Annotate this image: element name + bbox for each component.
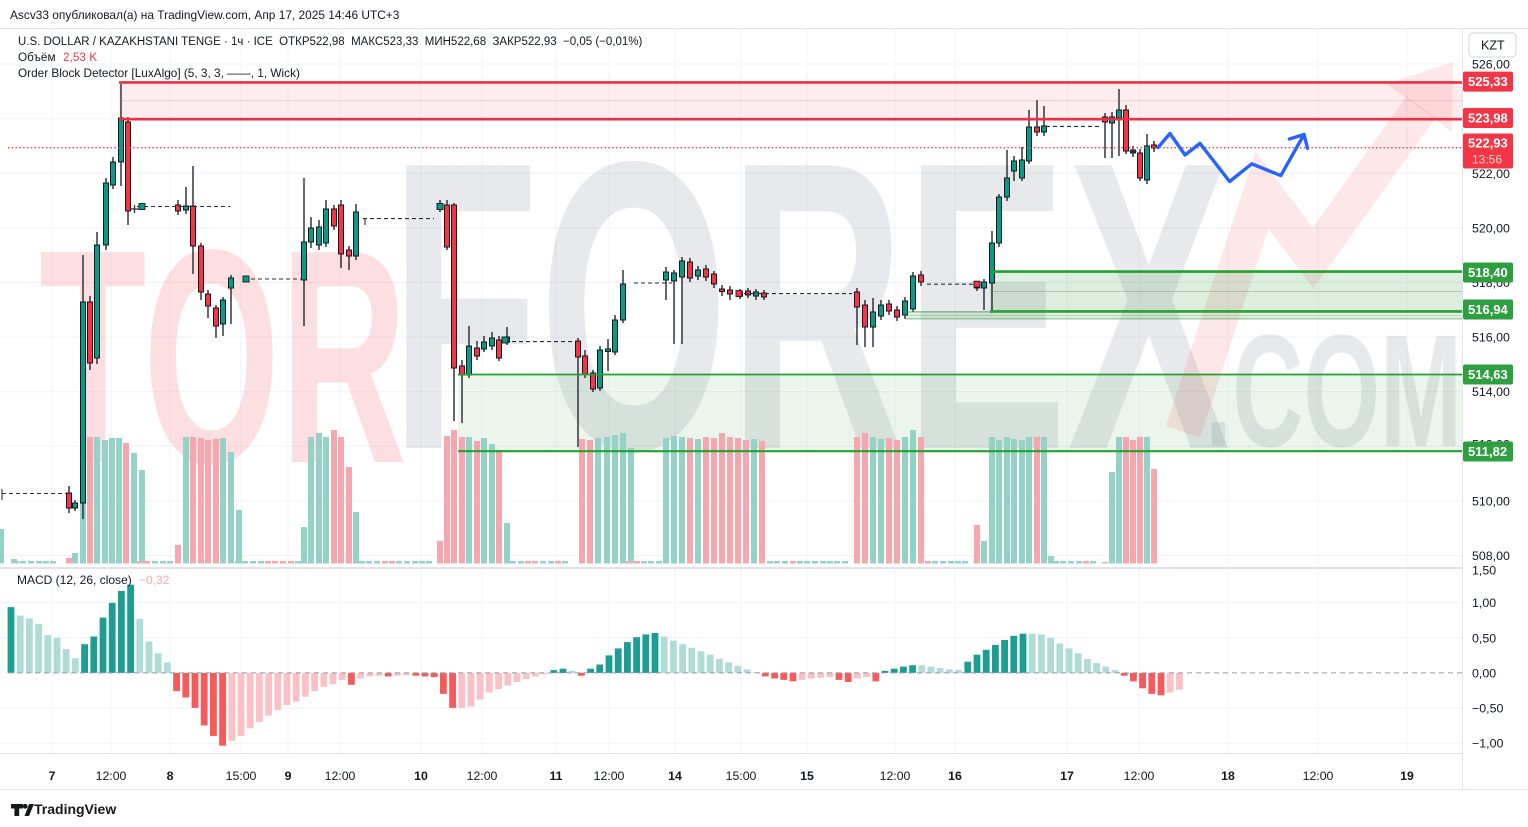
svg-text:514,00: 514,00 <box>1472 385 1510 399</box>
svg-text:12:00: 12:00 <box>467 769 498 783</box>
svg-text:10: 10 <box>414 769 428 783</box>
svg-text:16: 16 <box>948 769 962 783</box>
svg-text:15: 15 <box>800 769 814 783</box>
svg-text:−1,00: −1,00 <box>1472 737 1503 751</box>
svg-text:510,00: 510,00 <box>1472 494 1510 508</box>
svg-text:12:00: 12:00 <box>96 769 127 783</box>
svg-text:Объём: Объём <box>18 50 56 64</box>
svg-text:0,00: 0,00 <box>1472 666 1496 680</box>
svg-text:0,50: 0,50 <box>1472 631 1496 645</box>
svg-text:Order Block Detector [LuxAlgo]: Order Block Detector [LuxAlgo] (5, 3, 3,… <box>18 66 300 80</box>
svg-text:1,00: 1,00 <box>1472 596 1496 610</box>
svg-text:FOREX: FOREX <box>390 77 1231 536</box>
svg-text:Ascv33 опубликовал(а) на Tradi: Ascv33 опубликовал(а) на TradingView.com… <box>10 8 400 22</box>
svg-text:525,33: 525,33 <box>1468 74 1508 89</box>
svg-text:14: 14 <box>668 769 682 783</box>
svg-text:2,53 K: 2,53 K <box>63 50 97 64</box>
svg-text:522,00: 522,00 <box>1472 167 1510 181</box>
svg-text:TradingView: TradingView <box>34 801 116 817</box>
svg-text:1,50: 1,50 <box>1472 564 1496 578</box>
svg-text:522,93: 522,93 <box>1468 136 1508 151</box>
svg-text:7: 7 <box>49 769 56 783</box>
svg-text:19: 19 <box>1400 769 1414 783</box>
svg-text:15:00: 15:00 <box>226 769 257 783</box>
svg-text:523,98: 523,98 <box>1468 111 1508 126</box>
svg-text:516,00: 516,00 <box>1472 331 1510 345</box>
svg-text:12:00: 12:00 <box>594 769 625 783</box>
svg-text:15:00: 15:00 <box>726 769 757 783</box>
svg-text:520,00: 520,00 <box>1472 221 1510 235</box>
svg-text:516,94: 516,94 <box>1468 302 1509 317</box>
svg-text:13:56: 13:56 <box>1472 153 1502 167</box>
svg-text:−0,32: −0,32 <box>139 573 170 587</box>
svg-text:508,00: 508,00 <box>1472 549 1510 563</box>
svg-text:12:00: 12:00 <box>1303 769 1334 783</box>
svg-text:18: 18 <box>1221 769 1235 783</box>
svg-text:17: 17 <box>1060 769 1074 783</box>
svg-text:12:00: 12:00 <box>1124 769 1155 783</box>
svg-text:518,40: 518,40 <box>1468 265 1508 280</box>
svg-text:12:00: 12:00 <box>880 769 911 783</box>
svg-text:526,00: 526,00 <box>1472 58 1510 72</box>
svg-text:KZT: KZT <box>1481 39 1505 53</box>
svg-text:511,82: 511,82 <box>1468 444 1507 459</box>
svg-text:U.S. DOLLAR / KAZAKHSTANI TENG: U.S. DOLLAR / KAZAKHSTANI TENGE · 1ч · I… <box>18 36 642 48</box>
svg-text:514,63: 514,63 <box>1468 367 1508 382</box>
svg-text:11: 11 <box>550 769 563 783</box>
svg-text:−0,50: −0,50 <box>1472 702 1503 716</box>
svg-text:8: 8 <box>167 769 174 783</box>
svg-text:12:00: 12:00 <box>325 769 356 783</box>
svg-text:9: 9 <box>285 769 292 783</box>
svg-text:MACD (12, 26, close): MACD (12, 26, close) <box>17 573 132 587</box>
